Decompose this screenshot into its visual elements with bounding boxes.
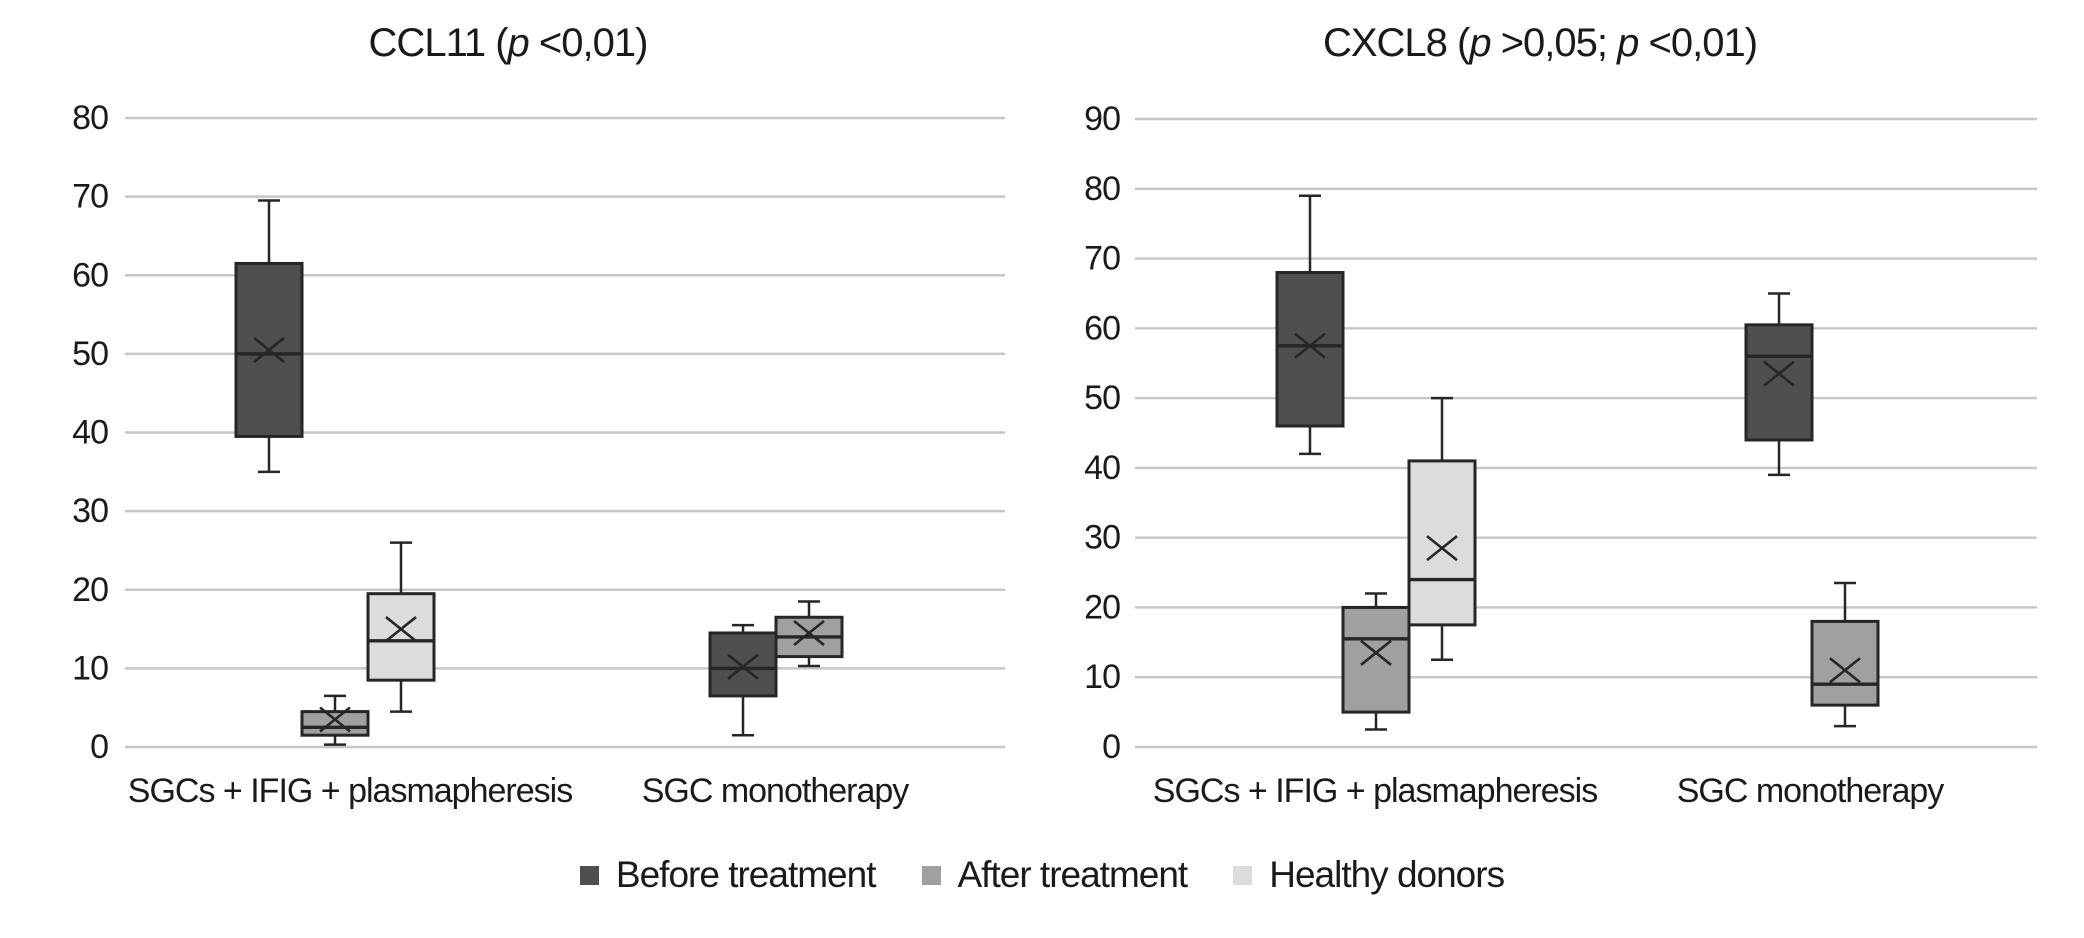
- mean-marker: [1360, 639, 1392, 666]
- y-tick-label: 10: [72, 649, 108, 687]
- y-tick-label: 50: [1084, 379, 1120, 417]
- mean-marker: [1294, 332, 1326, 359]
- mean-marker: [793, 619, 825, 647]
- y-tick-label: 40: [1084, 449, 1120, 487]
- category-label: SGCs + IFIG + plasmapheresis: [1153, 772, 1597, 810]
- legend-item-after-treatment: After treatment: [921, 854, 1189, 896]
- boxplot-box: [1810, 619, 1880, 707]
- y-tick-label: 70: [72, 178, 108, 216]
- y-tick-label: 80: [72, 99, 108, 137]
- mean-marker: [385, 616, 417, 643]
- y-tick-label: 90: [1084, 100, 1120, 138]
- mean-marker: [1763, 360, 1795, 387]
- category-label: SGC monotherapy: [642, 772, 910, 810]
- legend-marker-healthy-donors: [1233, 865, 1253, 885]
- category-label: SGCs + IFIG + plasmapheresis: [128, 772, 572, 810]
- legend-marker-before-treatment: [579, 865, 599, 885]
- y-tick-label: 60: [1084, 309, 1120, 347]
- y-tick-label: 70: [1084, 240, 1120, 278]
- y-tick-label: 0: [1102, 728, 1120, 766]
- mean-marker: [1829, 657, 1861, 684]
- category-label: SGC monotherapy: [1677, 772, 1945, 810]
- y-tick-label: 20: [1084, 588, 1120, 626]
- mean-marker: [319, 706, 351, 733]
- legend-item-healthy-donors: Healthy donors: [1233, 854, 1505, 896]
- y-tick-label: 0: [90, 728, 108, 766]
- chart-title: CCL11 (p <0,01): [369, 21, 648, 65]
- boxplot-box: [1341, 605, 1411, 714]
- y-tick-label: 20: [72, 571, 108, 609]
- boxplot-box: [1744, 323, 1814, 442]
- boxplot-box: [1407, 459, 1477, 627]
- legend: Before treatment After treatment Healthy…: [0, 854, 2084, 896]
- y-tick-label: 30: [72, 492, 108, 530]
- boxplot-box: [1275, 271, 1345, 428]
- mean-marker: [727, 653, 759, 680]
- legend-label: Before treatment: [615, 854, 877, 895]
- y-tick-label: 40: [72, 414, 108, 452]
- y-tick-label: 10: [1084, 658, 1120, 696]
- y-tick-label: 50: [72, 335, 108, 373]
- mean-marker: [1426, 535, 1458, 562]
- chart-title: CXCL8 (p >0,05; p <0,01): [1323, 21, 1757, 65]
- y-tick-label: 30: [1084, 519, 1120, 557]
- y-tick-label: 60: [72, 256, 108, 294]
- legend-label: After treatment: [957, 854, 1189, 895]
- legend-label: Healthy donors: [1269, 854, 1505, 895]
- legend-marker-after-treatment: [921, 865, 941, 885]
- boxplot-box: [708, 631, 778, 698]
- legend-item-before-treatment: Before treatment: [579, 854, 877, 896]
- boxplot-box: [366, 592, 436, 682]
- mean-marker: [253, 336, 285, 363]
- boxplot-box: [300, 710, 370, 737]
- y-tick-label: 80: [1084, 170, 1120, 208]
